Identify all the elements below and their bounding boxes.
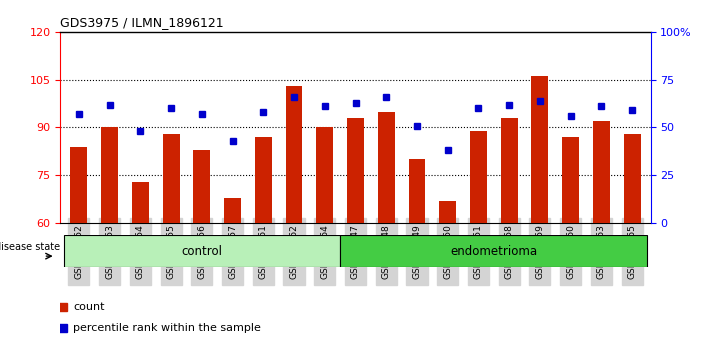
Bar [255,137,272,223]
Text: disease state: disease state [0,241,60,252]
Bar [340,235,648,267]
Text: endometrioma: endometrioma [450,245,538,258]
Bar [439,201,456,223]
Bar [70,147,87,223]
Bar [101,127,118,223]
Bar [501,118,518,223]
Bar [624,134,641,223]
Bar [224,198,241,223]
Bar [316,127,333,223]
Bar [470,131,487,223]
Text: count: count [73,302,105,312]
Bar [286,86,302,223]
Bar [193,150,210,223]
Bar [378,112,395,223]
Bar [593,121,610,223]
Bar [409,159,425,223]
Text: GDS3975 / ILMN_1896121: GDS3975 / ILMN_1896121 [60,16,224,29]
Text: percentile rank within the sample: percentile rank within the sample [73,323,261,333]
Bar [163,134,180,223]
Bar [63,235,340,267]
Text: control: control [181,245,223,258]
Bar [132,182,149,223]
Bar [562,137,579,223]
Bar [531,76,548,223]
Bar [347,118,364,223]
